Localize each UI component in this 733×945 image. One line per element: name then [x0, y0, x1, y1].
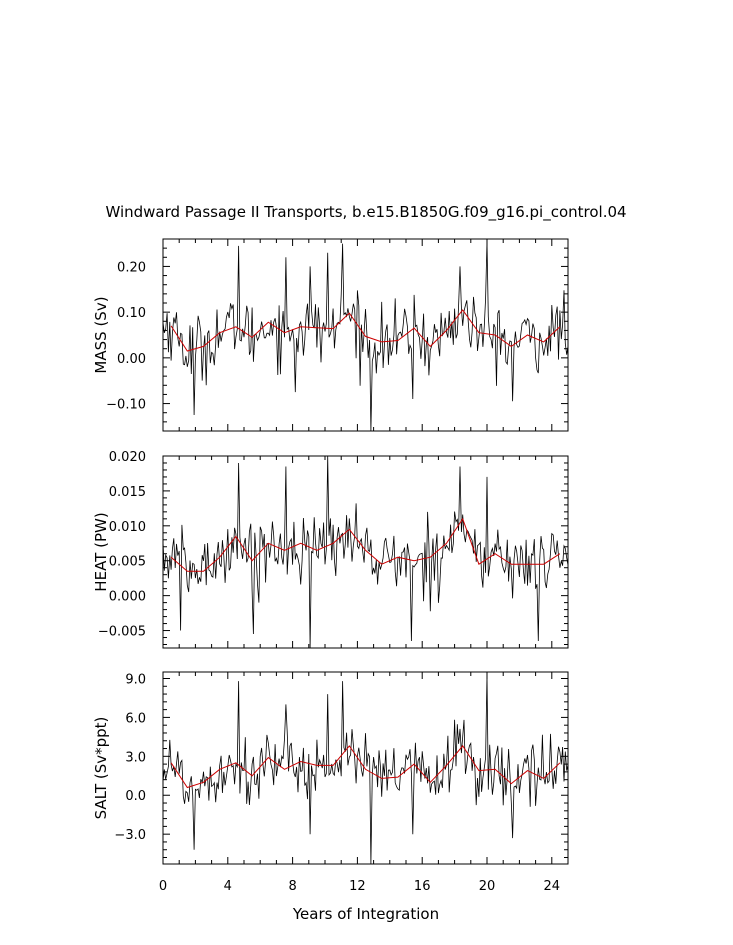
heat-y-tick-label: 0.020 [109, 450, 146, 465]
heat-y-tick-label: −0.005 [98, 625, 146, 640]
salt-smooth-line [170, 745, 561, 789]
salt-panel: 9.0 6.0 3.0 0.0 −3.0 SALT (Sv*ppt) [92, 671, 569, 865]
salt-y-tick-label: 6.0 [125, 711, 146, 726]
x-axis-title: Years of Integration [292, 905, 439, 923]
mass-y-axis-title: MASS (Sv) [92, 296, 110, 373]
mass-frame [162, 238, 569, 432]
heat-y-tick-label: 0.005 [109, 555, 146, 570]
x-tick-label: 0 [159, 879, 167, 894]
heat-y-axis-title: HEAT (PW) [92, 512, 110, 591]
mass-y-tick-label: −0.10 [106, 398, 146, 413]
mass-raw-line [163, 241, 568, 431]
mass-y-tick-label: 0.10 [117, 306, 146, 321]
heat-raw-line [163, 456, 568, 648]
heat-panel: 0.020 0.015 0.010 0.005 0.000 −0.005 HEAT (PW) [92, 450, 569, 649]
salt-y-axis-title: SALT (Sv*ppt) [92, 717, 110, 820]
mass-y-tick-label: 0.00 [117, 352, 146, 367]
salt-y-tick-label: 0.0 [125, 789, 146, 804]
salt-y-tick-label: 9.0 [125, 672, 146, 687]
heat-y-tick-label: 0.000 [109, 590, 146, 605]
salt-y-tick-label: −3.0 [114, 828, 146, 843]
salt-frame [162, 671, 569, 865]
figure-title: Windward Passage II Transports, b.e15.B1… [105, 203, 626, 222]
mass-y-tick-label: 0.20 [117, 260, 146, 275]
heat-y-tick-label: 0.010 [109, 520, 146, 535]
x-tick-label: 12 [349, 879, 366, 894]
mass-panel: 0.20 0.10 0.00 −0.10 MASS (Sv) [92, 238, 569, 432]
heat-y-tick-label: 0.015 [109, 485, 146, 500]
x-tick-label: 20 [479, 879, 496, 894]
x-tick-label: 8 [288, 879, 296, 894]
x-tick-label: 16 [414, 879, 431, 894]
mass-smooth-line [170, 309, 561, 352]
salt-raw-line [163, 674, 568, 864]
x-tick-label: 4 [224, 879, 232, 894]
heat-frame [162, 455, 569, 649]
salt-y-tick-label: 3.0 [125, 750, 146, 765]
heat-smooth-line [170, 517, 561, 572]
x-tick-label: 24 [544, 879, 561, 894]
